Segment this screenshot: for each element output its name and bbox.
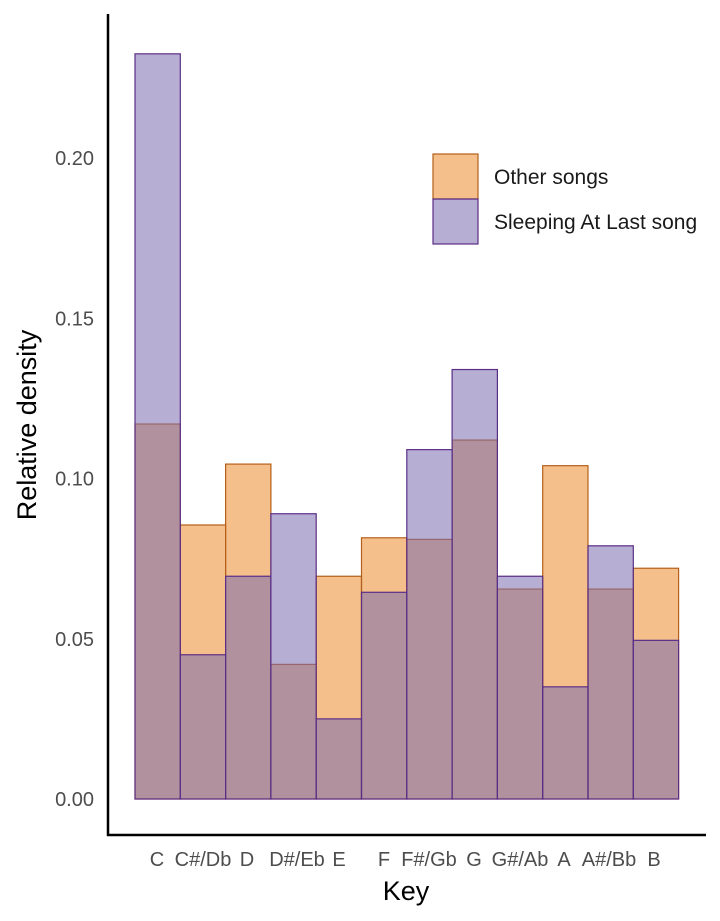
legend-key-sleeping-at-last <box>432 198 479 245</box>
bar-sleeping-at-last-7 <box>451 368 499 800</box>
x-tick-label: A#/Bb <box>582 849 636 871</box>
bar-sleeping-at-last-11 <box>632 639 680 800</box>
y-tick-label: 0.00 <box>55 789 94 811</box>
x-tick-label: C <box>150 849 164 871</box>
bar-sleeping-at-last-9 <box>542 686 589 800</box>
legend: Other songs Sleeping At Last song <box>432 153 697 245</box>
y-tick-labels: 0.00 0.05 0.10 0.15 0.20 <box>55 148 94 811</box>
y-tick-label: 0.20 <box>55 148 94 170</box>
x-tick-label: F <box>378 849 390 871</box>
y-tick-label: 0.05 <box>55 629 94 651</box>
legend-label: Sleeping At Last song <box>494 211 697 234</box>
legend-key-other-songs <box>432 153 479 200</box>
y-tick-label: 0.15 <box>55 308 94 330</box>
bar-sleeping-at-last-5 <box>360 591 408 800</box>
bar-sleeping-at-last-10 <box>587 545 634 800</box>
y-axis-title: Relative density <box>12 329 42 520</box>
x-tick-label: G <box>466 849 482 871</box>
bar-sleeping-at-last-1 <box>179 654 227 800</box>
bar-sleeping-at-last-0 <box>134 53 181 800</box>
x-tick-labels: C C#/Db D D#/Eb E F F#/Gb G G#/Ab A A#/Bb B <box>150 849 661 871</box>
x-tick-label: C#/Db <box>175 849 232 871</box>
y-tick-label: 0.10 <box>55 469 94 491</box>
x-tick-label: B <box>647 849 660 871</box>
x-tick-label: E <box>332 849 345 871</box>
x-tick-label: A <box>557 849 571 871</box>
x-tick-label: D#/Eb <box>269 849 325 871</box>
bar-sleeping-at-last-8 <box>496 575 544 800</box>
bar-sleeping-at-last-3 <box>270 513 317 800</box>
x-tick-label: G#/Ab <box>492 849 549 871</box>
bars <box>134 53 680 800</box>
legend-label: Other songs <box>494 166 608 189</box>
bar-sleeping-at-last-4 <box>315 718 363 800</box>
x-axis-title: Key <box>383 876 430 906</box>
bar-sleeping-at-last-6 <box>406 449 453 800</box>
bar-sleeping-at-last-2 <box>225 575 272 800</box>
x-tick-label: D <box>240 849 254 871</box>
x-tick-label: F#/Gb <box>401 849 457 871</box>
